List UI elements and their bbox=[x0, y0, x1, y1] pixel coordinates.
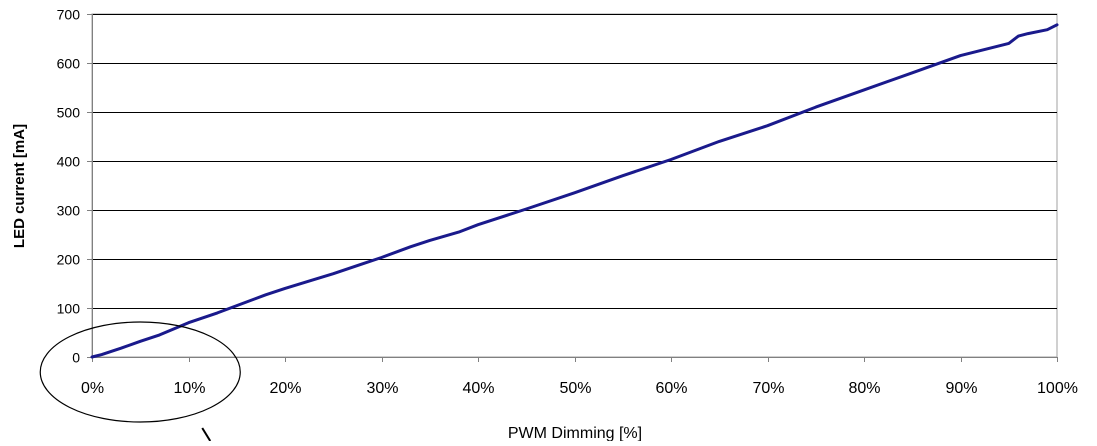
x-tick-label: 30% bbox=[366, 380, 398, 397]
annotation-layer bbox=[39, 321, 241, 442]
y-tick-label: 200 bbox=[57, 252, 81, 268]
y-tick-label: 400 bbox=[57, 154, 81, 170]
annotation-callout-line bbox=[201, 427, 212, 442]
y-tick-label: 300 bbox=[57, 203, 81, 219]
y-tick-label: 500 bbox=[57, 105, 81, 121]
x-tick-label: 100% bbox=[1037, 380, 1078, 397]
x-tick-label: 90% bbox=[945, 380, 977, 397]
annotation-ellipse bbox=[39, 321, 241, 423]
axis-layer bbox=[87, 14, 1058, 362]
x-tick-label: 20% bbox=[269, 380, 301, 397]
series-layer bbox=[90, 23, 1059, 359]
y-tick-label: 700 bbox=[57, 7, 81, 23]
y-tick-label: 600 bbox=[57, 56, 81, 72]
x-tick-label: 0% bbox=[81, 380, 104, 397]
x-tick-label: 40% bbox=[462, 380, 494, 397]
y-tick-label: 0 bbox=[72, 350, 80, 366]
x-tick-label: 50% bbox=[559, 380, 591, 397]
label-layer: LED current [mA] PWM Dimming [%] 0 100 200… bbox=[11, 7, 1078, 443]
x-tick-label: 60% bbox=[655, 380, 687, 397]
y-tick-label: 100 bbox=[57, 301, 81, 317]
x-tick-label: 80% bbox=[848, 380, 880, 397]
x-axis-title: PWM Dimming [%] bbox=[508, 425, 642, 441]
y-axis-title: LED current [mA] bbox=[11, 124, 28, 248]
x-tick-label: 10% bbox=[173, 380, 205, 397]
series-line bbox=[90, 23, 1059, 359]
x-tick-label: 70% bbox=[752, 380, 784, 397]
